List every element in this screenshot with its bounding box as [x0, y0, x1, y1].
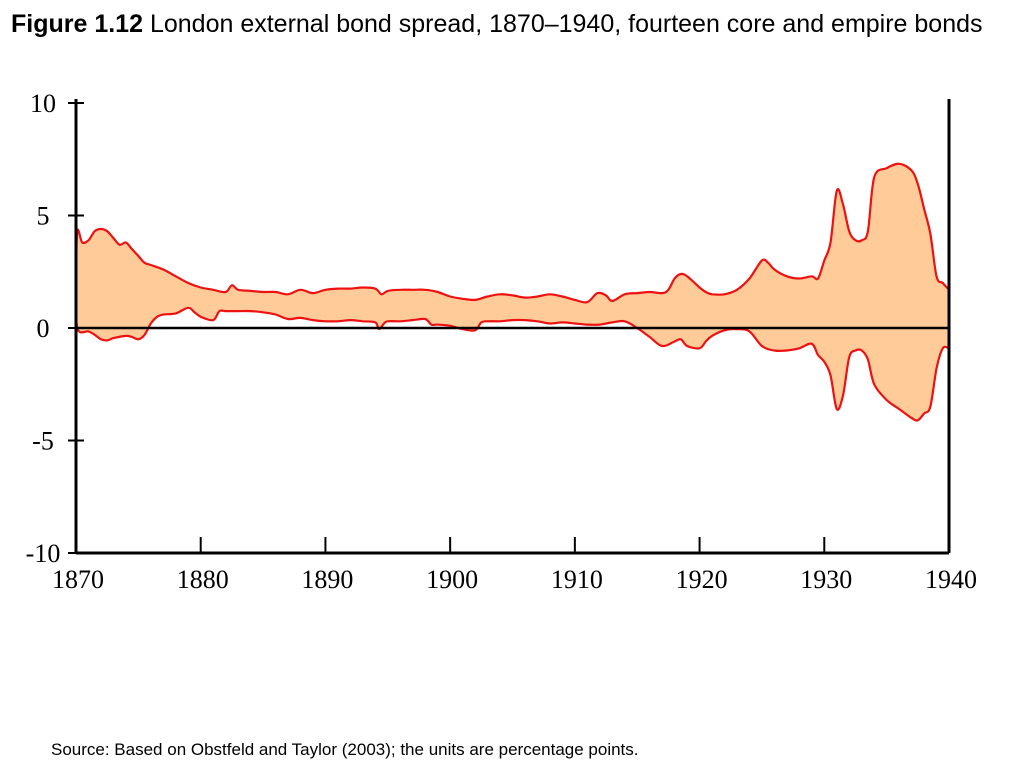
y-tick-label: 10 [30, 89, 56, 118]
x-tick-label: 1930 [800, 565, 852, 594]
upper-bound-line [74, 162, 950, 304]
figure-label: Figure 1.12 [11, 10, 143, 38]
chart-title: Figure 1.12 London external bond spread,… [11, 7, 1001, 42]
y-tick-label: 5 [37, 202, 50, 231]
x-tick-label: 1880 [177, 565, 229, 594]
x-tick-label: 1900 [426, 565, 478, 594]
x-tick-label: 1890 [301, 565, 353, 594]
title-text: London external bond spread, 1870–1940, … [149, 10, 983, 38]
spread-band-layer [74, 162, 950, 422]
lower-bound-line [74, 282, 950, 422]
x-tick-label: 1940 [925, 565, 977, 594]
axes [68, 99, 951, 555]
source-note: Source: Based on Obstfeld and Taylor (20… [51, 740, 639, 759]
spread-band-fill [75, 163, 950, 421]
x-tick-label: 1920 [676, 565, 728, 594]
y-tick-label: -10 [26, 539, 61, 568]
y-tick-label: -5 [32, 427, 54, 456]
x-tick-label: 1870 [52, 565, 104, 594]
y-tick-label: 0 [37, 314, 50, 343]
x-tick-label: 1910 [551, 565, 603, 594]
